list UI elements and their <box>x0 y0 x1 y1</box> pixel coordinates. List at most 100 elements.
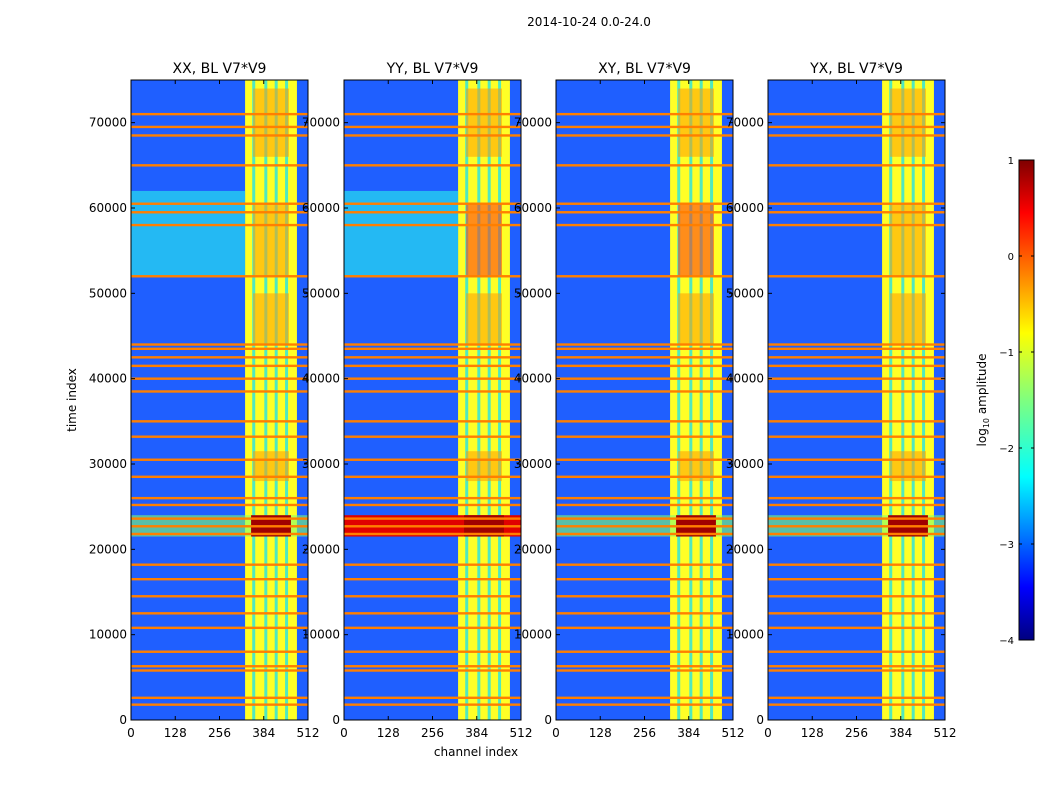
flagged-row <box>344 669 521 672</box>
y-tick-label: 40000 <box>726 372 764 386</box>
flagged-row <box>556 665 733 668</box>
flagged-row <box>131 390 308 393</box>
flagged-row <box>768 525 945 528</box>
y-tick-label: 30000 <box>726 457 764 471</box>
flagged-row <box>344 626 521 630</box>
broadband-region <box>344 190 459 277</box>
flagged-row <box>768 125 945 129</box>
signal-band-gap <box>710 80 714 720</box>
flagged-row <box>131 475 308 478</box>
flagged-row <box>344 202 521 205</box>
strong-signal-region <box>678 203 714 277</box>
colorbar: 10−1−2−3−4 log10 amplitude <box>975 156 1035 647</box>
panel-title: XY, BL V7*V9 <box>598 61 691 77</box>
x-tick-label: 128 <box>801 726 824 740</box>
flagged-row <box>768 356 945 359</box>
flagged-row <box>556 703 733 706</box>
panel-xx: XX, BL V7*V9 0 128 256 384 512 0 10000 20000 3000… <box>89 61 320 740</box>
flagged-row <box>131 125 308 129</box>
flagged-row <box>556 458 733 461</box>
panel-yy: YY, BL V7*V9 0 128 256 384 512 0 10000 20000 3000… <box>302 61 533 740</box>
x-tick-label: 0 <box>552 726 560 740</box>
signal-band-gap <box>274 80 278 720</box>
flagged-row <box>344 420 521 423</box>
flagged-row <box>556 343 733 346</box>
flagged-row <box>556 503 733 507</box>
flagged-row <box>131 420 308 423</box>
flagged-row <box>768 578 945 581</box>
flagged-row <box>768 112 945 116</box>
flagged-row <box>344 595 521 598</box>
flagged-row <box>556 390 733 393</box>
y-tick-label: 70000 <box>514 116 552 130</box>
x-tick-label: 128 <box>164 726 187 740</box>
flagged-row <box>556 612 733 615</box>
flagged-row <box>556 532 733 536</box>
panel-xy: XY, BL V7*V9 0 128 256 384 512 0 10000 20000 3000… <box>514 61 745 740</box>
flagged-row <box>768 563 945 566</box>
flagged-row <box>131 223 308 227</box>
y-tick-label: 40000 <box>514 372 552 386</box>
flagged-row <box>556 420 733 423</box>
flagged-row <box>556 563 733 566</box>
panel-title: XX, BL V7*V9 <box>173 61 267 77</box>
x-tick-label: 512 <box>722 726 745 740</box>
flagged-row <box>556 275 733 278</box>
strong-signal-region <box>890 203 926 277</box>
flagged-row <box>131 665 308 668</box>
flagged-row <box>344 356 521 359</box>
flagged-row <box>768 650 945 653</box>
flagged-row <box>344 223 521 227</box>
flagged-row <box>131 563 308 566</box>
flagged-row <box>344 503 521 507</box>
flagged-row <box>768 377 945 380</box>
flagged-row <box>768 164 945 167</box>
heatmap-image <box>344 80 521 720</box>
x-tick-label: 256 <box>421 726 444 740</box>
flagged-row <box>344 458 521 461</box>
y-tick-label: 20000 <box>89 542 127 556</box>
y-tick-label: 0 <box>119 713 127 727</box>
flagged-row <box>768 665 945 668</box>
colorbar-label-rest: amplitude <box>975 354 989 418</box>
x-tick-label: 512 <box>510 726 533 740</box>
flagged-row <box>344 134 521 137</box>
signal-band-gap <box>487 80 491 720</box>
flagged-row <box>344 532 521 536</box>
y-tick-label: 30000 <box>514 457 552 471</box>
colorbar-tick-label: −4 <box>999 636 1014 647</box>
x-tick-label: 256 <box>208 726 231 740</box>
flagged-row <box>131 696 308 700</box>
signal-band-gap <box>889 80 893 720</box>
colorbar-gradient <box>1018 159 1035 641</box>
flagged-row <box>344 211 521 214</box>
y-tick-label: 40000 <box>302 372 340 386</box>
flagged-row <box>131 612 308 615</box>
flagged-row <box>556 517 733 520</box>
heatmap-image <box>556 80 733 720</box>
flagged-row <box>344 703 521 706</box>
y-tick-label: 10000 <box>726 628 764 642</box>
signal-band-gap <box>677 80 681 720</box>
heatmap-image <box>768 80 945 720</box>
y-tick-label: 50000 <box>514 286 552 300</box>
flagged-row <box>556 164 733 167</box>
y-tick-label: 70000 <box>89 116 127 130</box>
flagged-row <box>768 134 945 137</box>
flagged-row <box>556 125 733 129</box>
colorbar-tick-label: −3 <box>999 540 1014 551</box>
y-tick-label: 60000 <box>89 201 127 215</box>
flagged-row <box>344 275 521 278</box>
flagged-row <box>556 112 733 116</box>
flagged-row <box>768 475 945 478</box>
flagged-row <box>344 125 521 129</box>
colorbar-tick-label: −2 <box>999 444 1014 455</box>
strong-signal-region <box>890 88 926 157</box>
y-tick-label: 70000 <box>726 116 764 130</box>
flagged-row <box>768 612 945 615</box>
x-tick-label: 256 <box>633 726 656 740</box>
flagged-row <box>131 435 308 438</box>
flagged-row <box>131 458 308 461</box>
x-tick-label: 384 <box>889 726 912 740</box>
flagged-row <box>768 420 945 423</box>
